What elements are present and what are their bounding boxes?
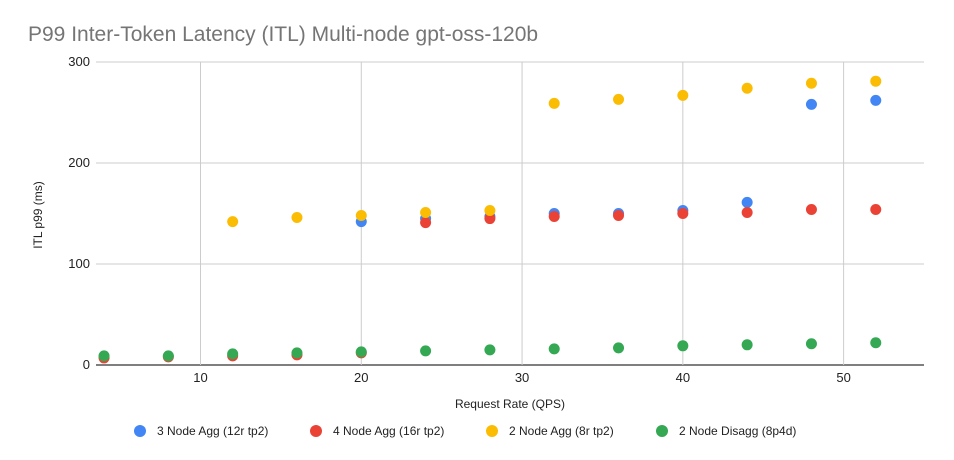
data-point	[677, 340, 689, 352]
data-point	[548, 343, 560, 355]
legend-marker	[310, 425, 322, 437]
legend-marker	[134, 425, 146, 437]
data-point	[227, 348, 239, 360]
data-point	[805, 77, 817, 89]
data-point	[805, 203, 817, 215]
data-point	[484, 213, 496, 225]
data-point	[613, 93, 625, 105]
data-point	[870, 94, 882, 106]
x-tick-label: 20	[354, 370, 368, 385]
data-point	[677, 208, 689, 219]
data-point	[870, 75, 882, 87]
y-tick-label: 300	[68, 54, 90, 69]
data-point	[291, 212, 303, 224]
data-point	[741, 196, 753, 208]
data-point	[613, 342, 625, 354]
data-point	[355, 346, 367, 358]
data-point	[741, 339, 753, 351]
data-point	[677, 89, 689, 101]
legend-label: 4 Node Agg (16r tp2)	[333, 424, 444, 438]
legend-label: 3 Node Agg (12r tp2)	[157, 424, 268, 438]
axis-ticks: 0 100 200 300 10 20 30 40 50	[68, 54, 851, 385]
data-point	[548, 97, 560, 109]
legend-marker	[486, 425, 498, 437]
x-tick-label: 10	[193, 370, 207, 385]
legend-marker	[656, 425, 668, 437]
chart-title: P99 Inter-Token Latency (ITL) Multi-node…	[28, 23, 538, 46]
x-axis-label: Request Rate (QPS)	[455, 397, 565, 411]
data-point	[227, 216, 239, 228]
data-points	[98, 75, 882, 364]
data-point	[291, 347, 303, 359]
y-tick-label: 200	[68, 155, 90, 170]
data-point	[613, 210, 625, 222]
data-point	[805, 98, 817, 110]
data-point	[420, 345, 432, 357]
legend-label: 2 Node Agg (8r tp2)	[509, 424, 614, 438]
data-point	[162, 350, 174, 362]
data-point	[870, 337, 882, 349]
data-point	[420, 206, 432, 218]
data-point	[98, 350, 110, 362]
x-tick-label: 40	[676, 370, 690, 385]
data-point	[548, 211, 560, 223]
y-tick-label: 0	[83, 357, 90, 372]
data-point	[870, 203, 882, 215]
legend-label: 2 Node Disagg (8p4d)	[679, 424, 796, 438]
data-point	[741, 82, 753, 94]
data-point	[741, 206, 753, 218]
legend: 3 Node Agg (12r tp2) 4 Node Agg (16r tp2)…	[134, 424, 796, 438]
y-tick-label: 100	[68, 256, 90, 271]
data-point	[484, 344, 496, 356]
data-point	[805, 338, 817, 350]
x-tick-label: 30	[515, 370, 529, 385]
data-point	[355, 210, 367, 222]
x-tick-label: 50	[836, 370, 850, 385]
y-axis-label: ITL p99 (ms)	[31, 181, 45, 249]
data-point	[420, 217, 432, 229]
data-point	[484, 204, 496, 216]
grid-lines	[96, 61, 924, 366]
